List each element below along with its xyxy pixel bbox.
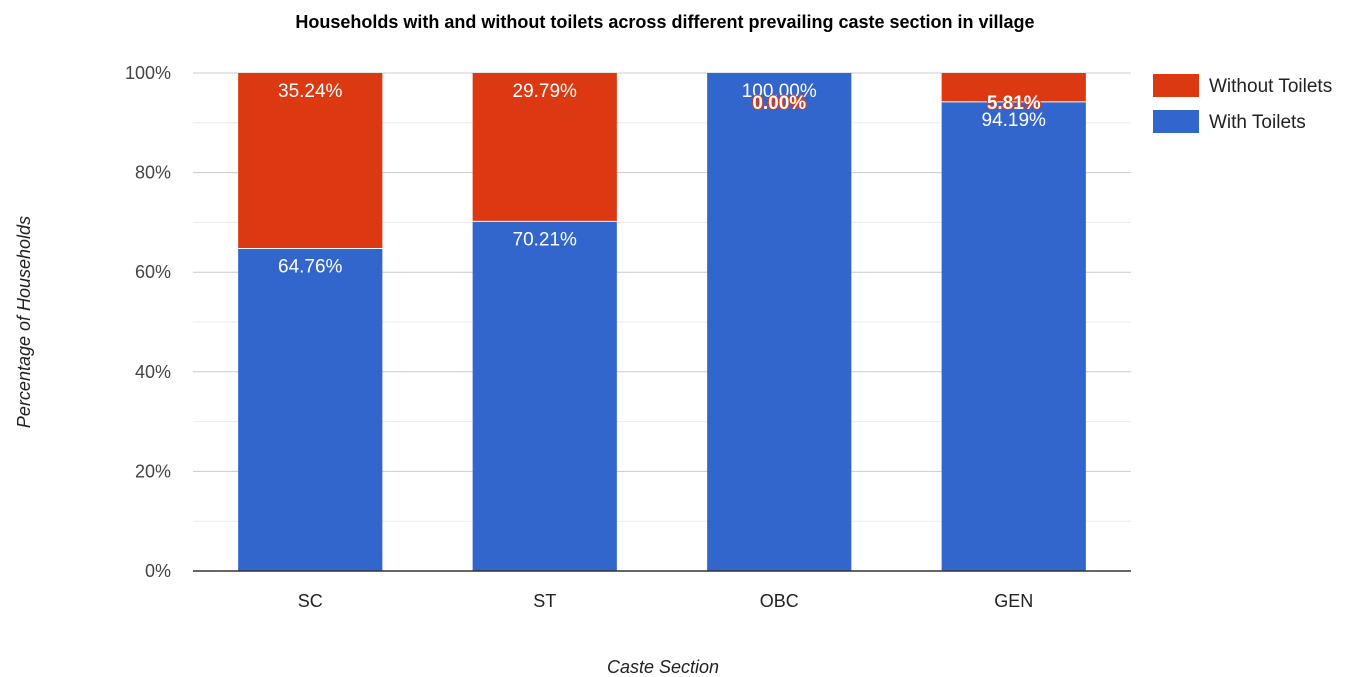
y-tick-label: 80% — [135, 163, 171, 183]
bar-with-toilets-obc — [707, 73, 852, 571]
legend-label: With Toilets — [1209, 112, 1306, 133]
data-label-with-toilets: 100.00% — [742, 81, 817, 102]
data-label-without-toilets: 0.00% — [752, 93, 806, 114]
bar-with-toilets-sc — [238, 248, 383, 572]
bar-without-toilets-st — [472, 73, 617, 222]
y-tick-label: 100% — [125, 63, 171, 83]
data-label-without-toilets: 35.24% — [278, 81, 343, 102]
legend-label: Without Toilets — [1209, 76, 1332, 97]
data-label-with-toilets: 70.21% — [513, 229, 578, 250]
bar-without-toilets-sc — [238, 73, 383, 249]
chart-title: Households with and without toilets acro… — [295, 12, 1035, 32]
legend: Without Toilets With Toilets — [1153, 74, 1332, 133]
data-labels: 64.76% 35.24% 70.21% 29.79% 100.00%0.00% 94.1… — [278, 81, 1046, 277]
y-tick-label: 40% — [135, 362, 171, 382]
data-label-with-toilets: 94.19% — [982, 110, 1047, 131]
data-label-without-toilets: 5.81% — [987, 93, 1041, 114]
x-tick-label: OBC — [760, 591, 799, 611]
data-label-without-toilets: 29.79% — [513, 81, 578, 102]
legend-swatch — [1153, 110, 1199, 133]
y-tick-label: 60% — [135, 262, 171, 282]
x-axis-title: Caste Section — [607, 657, 719, 677]
y-axis-title: Percentage of Households — [14, 216, 34, 428]
bars — [238, 73, 1086, 572]
x-tick-label: GEN — [994, 591, 1033, 611]
x-tick-label: SC — [298, 591, 323, 611]
y-tick-label: 0% — [145, 561, 171, 581]
bar-with-toilets-gen — [941, 101, 1086, 571]
legend-swatch — [1153, 74, 1199, 97]
axes: 0% 20% 40% 60% 80% 100% SC ST OBC GEN — [125, 63, 1131, 611]
data-label-with-toilets: 64.76% — [278, 256, 343, 277]
bar-without-toilets-gen — [941, 73, 1086, 102]
y-tick-label: 20% — [135, 461, 171, 481]
bar-with-toilets-st — [472, 221, 617, 572]
bar-without-toilets-obc — [707, 73, 852, 74]
x-tick-label: ST — [533, 591, 556, 611]
